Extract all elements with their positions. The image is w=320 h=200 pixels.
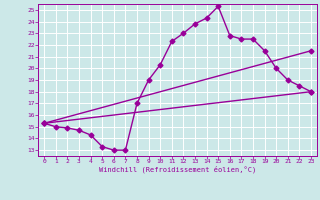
X-axis label: Windchill (Refroidissement éolien,°C): Windchill (Refroidissement éolien,°C) bbox=[99, 166, 256, 173]
